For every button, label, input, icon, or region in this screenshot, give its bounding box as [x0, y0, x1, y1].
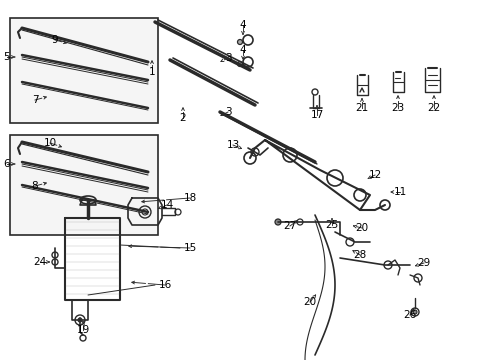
Text: 20: 20: [355, 223, 368, 233]
Circle shape: [412, 310, 416, 314]
Text: 16: 16: [158, 280, 171, 290]
Text: 11: 11: [392, 187, 406, 197]
Text: 5: 5: [4, 52, 10, 62]
Text: 7: 7: [32, 95, 38, 105]
Text: 21: 21: [355, 103, 368, 113]
Circle shape: [237, 40, 242, 45]
Bar: [10, 135, 158, 235]
Text: 2: 2: [179, 113, 186, 123]
Bar: [10, 18, 158, 123]
Text: 25: 25: [325, 220, 338, 230]
Text: 13: 13: [226, 140, 239, 150]
Text: 14: 14: [160, 200, 173, 210]
Text: 19: 19: [76, 325, 89, 335]
Circle shape: [237, 62, 242, 67]
Text: 8: 8: [32, 181, 38, 191]
Text: 26: 26: [403, 310, 416, 320]
Text: 6: 6: [4, 159, 10, 169]
Text: 22: 22: [427, 103, 440, 113]
Text: 28: 28: [353, 250, 366, 260]
Text: 17: 17: [310, 110, 323, 120]
Circle shape: [78, 318, 82, 322]
Text: 23: 23: [390, 103, 404, 113]
Text: 3: 3: [224, 107, 231, 117]
Text: 9: 9: [52, 35, 58, 45]
Text: 4: 4: [239, 45, 246, 55]
Text: 29: 29: [417, 258, 430, 268]
Text: 12: 12: [367, 170, 381, 180]
Text: 4: 4: [239, 20, 246, 30]
Text: 10: 10: [43, 138, 57, 148]
Text: 1: 1: [148, 67, 155, 77]
Text: 20: 20: [303, 297, 316, 307]
Circle shape: [274, 219, 281, 225]
Text: 18: 18: [183, 193, 196, 203]
Text: 24: 24: [33, 257, 46, 267]
Text: 3: 3: [224, 53, 231, 63]
Text: 15: 15: [183, 243, 196, 253]
Text: 27: 27: [283, 221, 296, 231]
